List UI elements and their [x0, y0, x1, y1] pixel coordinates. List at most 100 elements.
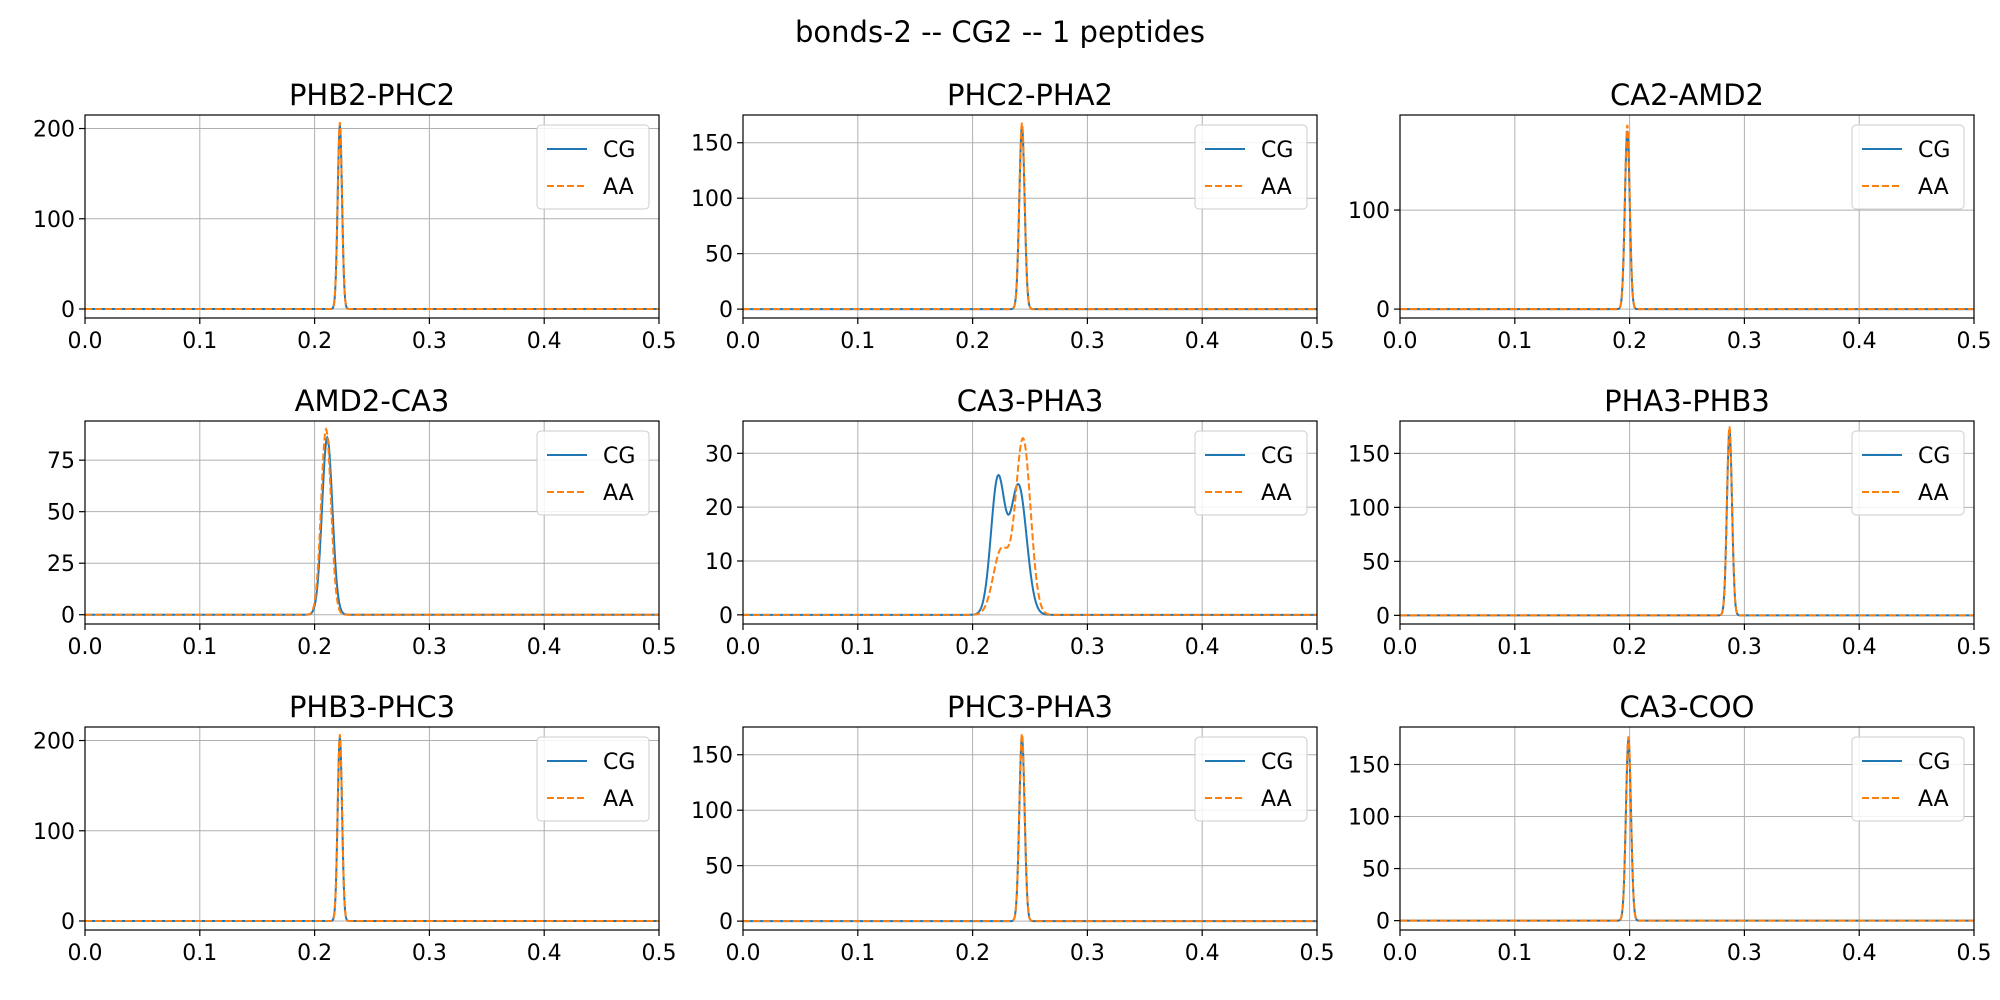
y-tick-label: 150: [1348, 442, 1390, 467]
y-tick-label: 100: [1348, 496, 1390, 521]
subplot-title: PHC2-PHA2: [947, 78, 1113, 112]
x-tick-label: 0.0: [726, 329, 761, 354]
series-line-aa: [743, 437, 1317, 616]
x-tick-label: 0.3: [412, 635, 447, 660]
subplot-title: PHA3-PHB3: [1604, 384, 1770, 418]
x-tick-label: 0.5: [642, 635, 677, 660]
x-tick-label: 0.4: [527, 635, 562, 660]
legend: CG AA: [536, 736, 650, 822]
x-tick-label: 0.5: [1957, 635, 1992, 660]
x-tick-label: 0.0: [1383, 329, 1418, 354]
series-line-aa: [1400, 426, 1974, 617]
plot-frame: [1399, 420, 1975, 625]
legend-label-cg: CG: [1918, 138, 1950, 163]
subplot-phc2-pha2: PHC2-PHA2 0.0 0.1 0.2 0.3 0.4 0.5 0 50 100 150 CG AA: [691, 78, 1335, 354]
x-tick-label: 0.2: [297, 329, 332, 354]
legend-box: [1194, 430, 1308, 516]
x-tick-label: 0.3: [1070, 329, 1105, 354]
y-tick-label: 30: [705, 442, 733, 467]
plot-frame: [84, 726, 660, 931]
x-tick-label: 0.2: [1612, 635, 1647, 660]
subplot-title: PHC3-PHA3: [947, 690, 1113, 724]
y-tick-label: 150: [691, 132, 733, 157]
y-tick-label: 75: [47, 449, 75, 474]
x-tick-label: 0.5: [1300, 329, 1335, 354]
series-line-aa: [743, 122, 1317, 311]
x-tick-label: 0.4: [1842, 635, 1877, 660]
x-tick-label: 0.3: [1727, 329, 1762, 354]
figure-title: bonds-2 -- CG2 -- 1 peptides: [795, 15, 1205, 49]
plot-frame: [84, 420, 660, 625]
legend-label-aa: AA: [1918, 175, 1949, 200]
x-tick-label: 0.5: [642, 329, 677, 354]
y-tick-label: 50: [705, 855, 733, 880]
x-tick-label: 0.2: [955, 941, 990, 966]
y-tick-label: 0: [61, 298, 75, 323]
x-tick-label: 0.3: [1727, 635, 1762, 660]
subplot-title: CA3-COO: [1620, 690, 1755, 724]
y-tick-label: 50: [1362, 550, 1390, 575]
legend-box: [1851, 430, 1965, 516]
x-tick-label: 0.5: [1957, 941, 1992, 966]
y-tick-label: 0: [61, 910, 75, 935]
series-line-aa: [1400, 124, 1974, 311]
plot-frame: [1399, 726, 1975, 931]
series-line-aa: [1400, 736, 1974, 922]
plot-frame: [742, 726, 1318, 931]
x-tick-label: 0.2: [297, 941, 332, 966]
x-tick-label: 0.2: [1612, 941, 1647, 966]
subplot-title: CA3-PHA3: [957, 384, 1104, 418]
subplot-amd2-ca3: AMD2-CA3 0.0 0.1 0.2 0.3 0.4 0.5 0 25 50 75 CG AA: [47, 384, 677, 660]
legend-box: [1851, 124, 1965, 210]
subplot-phb3-phc3: PHB3-PHC3 0.0 0.1 0.2 0.3 0.4 0.5 0 100 200 CG AA: [33, 690, 677, 966]
series-line-aa: [85, 426, 659, 616]
legend-label-aa: AA: [1261, 787, 1292, 812]
y-tick-label: 150: [691, 744, 733, 769]
legend: CG AA: [1194, 430, 1308, 516]
legend: CG AA: [536, 430, 650, 516]
y-tick-label: 100: [1348, 199, 1390, 224]
legend: CG AA: [1851, 430, 1965, 516]
y-tick-label: 0: [719, 604, 733, 629]
x-tick-label: 0.0: [1383, 941, 1418, 966]
legend-box: [1851, 736, 1965, 822]
legend: CG AA: [1194, 736, 1308, 822]
y-tick-label: 100: [691, 187, 733, 212]
subplot-title: CA2-AMD2: [1610, 78, 1764, 112]
x-tick-label: 0.0: [726, 635, 761, 660]
x-tick-label: 0.1: [182, 329, 217, 354]
legend-label-cg: CG: [1918, 444, 1950, 469]
x-tick-label: 0.0: [726, 941, 761, 966]
x-tick-label: 0.4: [527, 329, 562, 354]
x-tick-label: 0.2: [955, 635, 990, 660]
legend-box: [1194, 124, 1308, 210]
subplot-ca2-amd2: CA2-AMD2 0.0 0.1 0.2 0.3 0.4 0.5 0 100 CG AA: [1348, 78, 1992, 354]
legend-label-aa: AA: [1261, 481, 1292, 506]
y-tick-label: 100: [33, 820, 75, 845]
y-tick-label: 200: [33, 118, 75, 143]
series-line-aa: [85, 122, 659, 310]
legend-label-aa: AA: [1918, 787, 1949, 812]
x-tick-label: 0.3: [412, 329, 447, 354]
legend-box: [536, 736, 650, 822]
y-tick-label: 0: [1376, 298, 1390, 323]
legend-label-cg: CG: [603, 750, 635, 775]
x-tick-label: 0.1: [840, 635, 875, 660]
subplot-title: PHB2-PHC2: [289, 78, 455, 112]
subplot-title: AMD2-CA3: [295, 384, 450, 418]
x-tick-label: 0.0: [68, 941, 103, 966]
x-tick-label: 0.4: [1185, 941, 1220, 966]
y-tick-label: 20: [705, 496, 733, 521]
x-tick-label: 0.4: [1185, 635, 1220, 660]
y-tick-label: 0: [61, 604, 75, 629]
x-tick-label: 0.5: [1300, 635, 1335, 660]
x-tick-label: 0.1: [182, 941, 217, 966]
x-tick-label: 0.3: [1727, 941, 1762, 966]
series-line-aa: [85, 734, 659, 922]
subplot-title: PHB3-PHC3: [289, 690, 455, 724]
x-tick-label: 0.0: [68, 329, 103, 354]
legend-label-aa: AA: [603, 175, 634, 200]
subplot-phc3-pha3: PHC3-PHA3 0.0 0.1 0.2 0.3 0.4 0.5 0 50 100 150 CG AA: [691, 690, 1335, 966]
x-tick-label: 0.1: [840, 941, 875, 966]
x-tick-label: 0.0: [1383, 635, 1418, 660]
